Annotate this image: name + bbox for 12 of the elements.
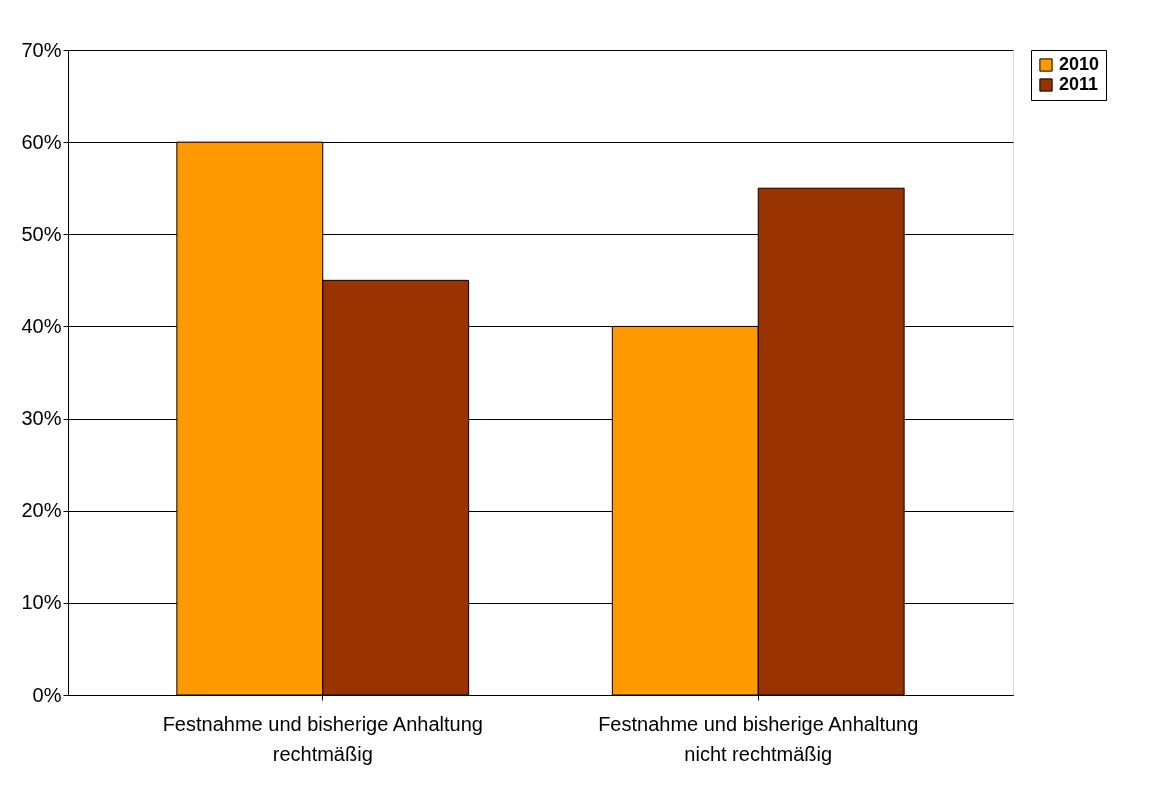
- y-tick-label: 10%: [21, 591, 62, 614]
- legend-label: 2010: [1059, 54, 1100, 74]
- y-tick-label: 50%: [21, 222, 62, 245]
- x-tick-label: Festnahme und bisherige Anhaltung rechtmäßig: [162, 712, 483, 765]
- y-tick-label: 20%: [21, 499, 62, 522]
- y-tick-label: 70%: [21, 38, 62, 61]
- y-tick-label: 40%: [21, 314, 62, 337]
- legend-label: 2011: [1059, 74, 1099, 94]
- y-tick-label: 60%: [21, 130, 62, 153]
- y-tick-label: 0%: [32, 683, 62, 706]
- x-tick-label: Festnahme und bisherige Anhaltung nicht rechtmäßig: [598, 712, 919, 765]
- y-tick-label: 30%: [21, 407, 62, 430]
